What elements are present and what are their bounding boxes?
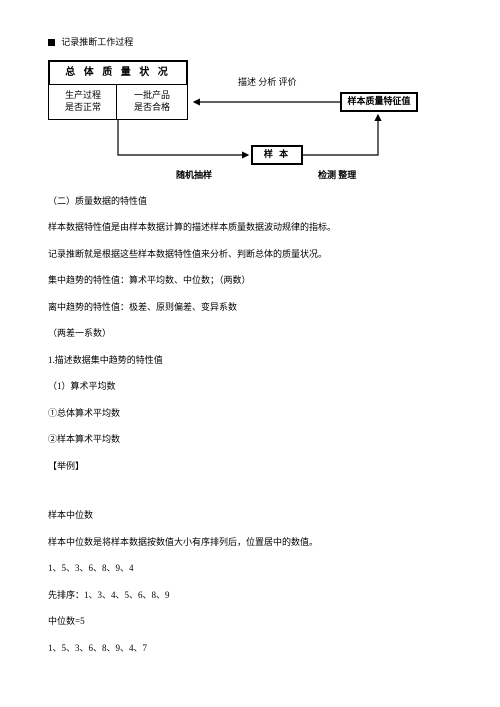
sub1-text: 生产过程 是否正常: [65, 90, 101, 113]
p5: （两差一系数）: [48, 327, 455, 341]
bullet-text: 记录推断工作过程: [61, 37, 133, 47]
p10: 【举例】: [48, 460, 455, 474]
label-detect-organize: 检测 整理: [318, 168, 356, 181]
p15: 先排序：1、3、4、5、6、8、9: [48, 589, 455, 603]
box-overall-quality: 总 体 质 量 状 况: [48, 60, 188, 86]
label-random-sampling: 随机抽样: [176, 168, 212, 181]
p16: 中位数=5: [48, 615, 455, 629]
box-process-normal: 生产过程 是否正常: [48, 84, 118, 120]
box-sample: 样 本: [251, 145, 303, 165]
p3: 集中趋势的特性值：算术平均数、中位数；（两数）: [48, 274, 455, 288]
p4: 离中趋势的特性值：极差、原则偏差、变异系数: [48, 301, 455, 315]
flowchart: 总 体 质 量 状 况 生产过程 是否正常 一批产品 是否合格 描述 分析 评价…: [48, 60, 418, 185]
square-bullet-icon: [48, 39, 55, 46]
p11: [48, 486, 455, 496]
box-product-ok: 一批产品 是否合格: [116, 84, 188, 120]
sub2-text: 一批产品 是否合格: [134, 90, 170, 113]
p17: 1、5、3、6、8、9、4、7: [48, 642, 455, 656]
p2: 记录推断就是根据这些样本数据特性值来分析、判断总体的质量状况。: [48, 248, 455, 262]
heading-bullet: 记录推断工作过程: [48, 36, 455, 50]
p13: 样本中位数是将样本数据按数值大小有序排列后，位置居中的数值。: [48, 536, 455, 550]
box-feature-value: 样本质量特征值: [340, 92, 418, 112]
p12: 样本中位数: [48, 509, 455, 523]
p9: ②样本算术平均数: [48, 433, 455, 447]
p7: （1）算术平均数: [48, 380, 455, 394]
p14: 1、5、3、6、8、9、4: [48, 562, 455, 576]
p0: （二）质量数据的特性值: [48, 195, 455, 209]
p8: ①总体算术平均数: [48, 407, 455, 421]
p1: 样本数据特性值是由样本数据计算的描述样本质量数据波动规律的指标。: [48, 221, 455, 235]
label-describe-analyze: 描述 分析 评价: [238, 75, 297, 88]
p6: 1.描述数据集中趋势的特性值: [48, 354, 455, 368]
